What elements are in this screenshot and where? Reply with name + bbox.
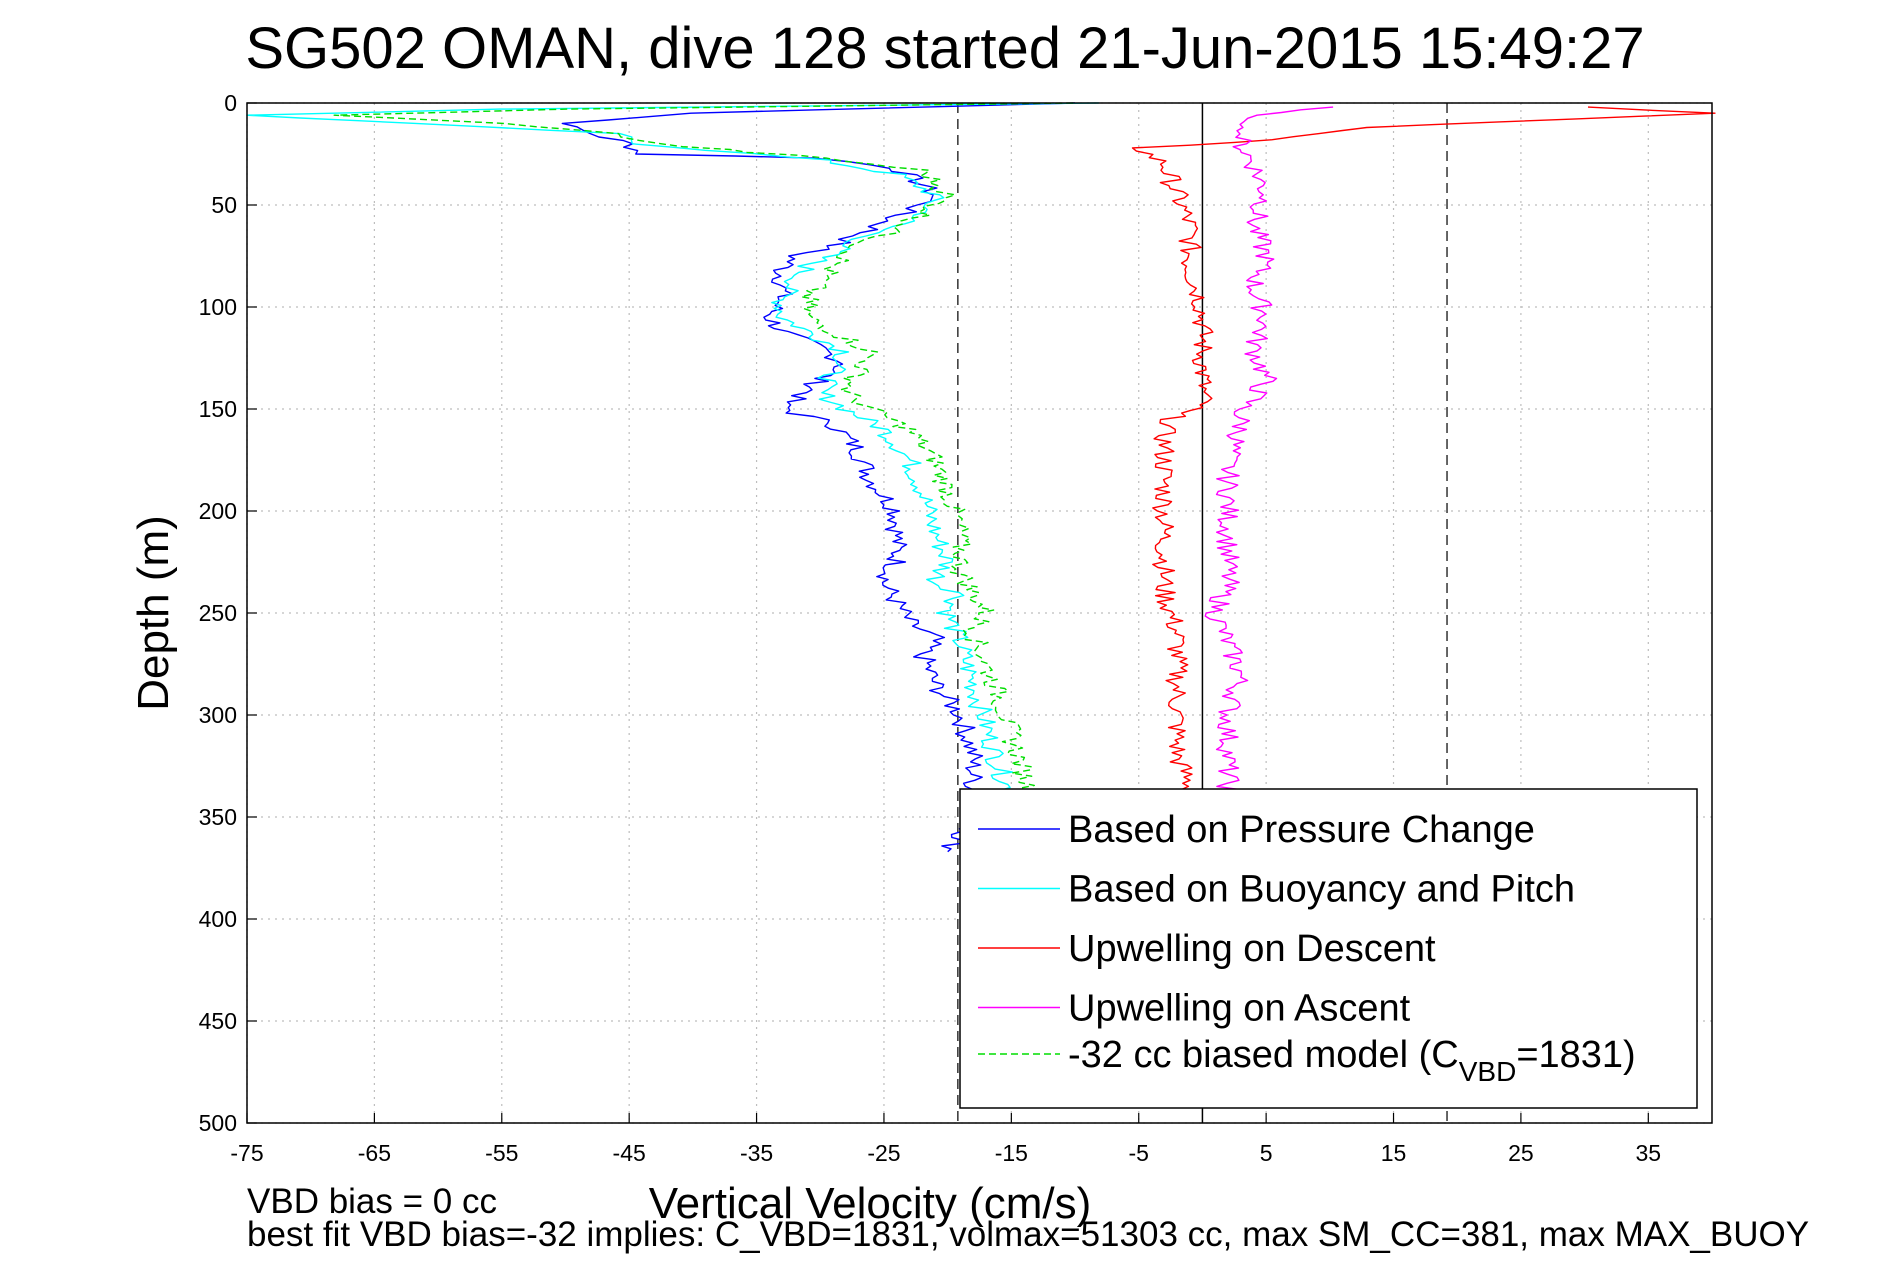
- legend-label: Based on Pressure Change: [1068, 809, 1535, 851]
- x-tick-label: -45: [613, 1140, 646, 1166]
- y-tick-label: 300: [199, 702, 237, 728]
- x-tick-label: -55: [485, 1140, 518, 1166]
- x-tick-label: 5: [1260, 1140, 1273, 1166]
- x-tick-labels: -75 -65 -55 -45 -35 -25 -15 -5 5 15 25 35: [230, 1140, 1661, 1166]
- x-tick-label: -75: [230, 1140, 263, 1166]
- y-tick-labels: 0 50 100 150 200 250 300 350 400 450 500: [199, 90, 237, 1136]
- x-tick-label: -65: [358, 1140, 391, 1166]
- x-tick-label: -15: [995, 1140, 1028, 1166]
- x-tick-label: 15: [1381, 1140, 1407, 1166]
- legend: Based on Pressure Change Based on Buoyanc…: [959, 788, 1698, 1109]
- legend-label: -32 cc biased model (CVBD=1831): [1068, 1034, 1636, 1087]
- y-tick-label: 100: [199, 294, 237, 320]
- x-tick-label: -35: [740, 1140, 773, 1166]
- series-line-1: [561, 102, 1076, 853]
- y-tick-label: 50: [211, 192, 237, 218]
- x-tick-label: -5: [1129, 1140, 1149, 1166]
- y-tick-label: 450: [199, 1008, 237, 1034]
- y-tick-label: 0: [224, 90, 237, 116]
- y-tick-label: 350: [199, 804, 237, 830]
- x-axis-label: Vertical Velocity (cm/s): [649, 1179, 1092, 1228]
- y-tick-label: 150: [199, 396, 237, 422]
- legend-label: Upwelling on Ascent: [1068, 988, 1411, 1030]
- y-axis-label: Depth (m): [129, 515, 178, 711]
- y-tick-label: 400: [199, 906, 237, 932]
- y-tick-label: 250: [199, 600, 237, 626]
- x-tick-label: 25: [1508, 1140, 1534, 1166]
- series-line-3: [1131, 106, 1716, 808]
- x-tick-label: -25: [867, 1140, 900, 1166]
- chart-title: SG502 OMAN, dive 128 started 21-Jun-2015…: [245, 16, 1644, 81]
- series-group: [246, 102, 1716, 853]
- legend-label: Based on Buoyancy and Pitch: [1068, 869, 1575, 911]
- series-line-2: [246, 102, 1099, 818]
- best-fit-note: best fit VBD bias=-32 implies: C_VBD=183…: [247, 1215, 1809, 1254]
- y-tick-label: 200: [199, 498, 237, 524]
- y-tick-label: 500: [199, 1110, 237, 1136]
- vbd-bias-note: VBD bias = 0 cc: [247, 1182, 497, 1221]
- legend-box: [959, 788, 1698, 1109]
- x-tick-label: 35: [1636, 1140, 1662, 1166]
- plot-frame: [246, 102, 1713, 1124]
- series-line-5: [333, 102, 1074, 807]
- legend-label: Upwelling on Descent: [1068, 928, 1436, 970]
- series-line-4: [1204, 106, 1334, 808]
